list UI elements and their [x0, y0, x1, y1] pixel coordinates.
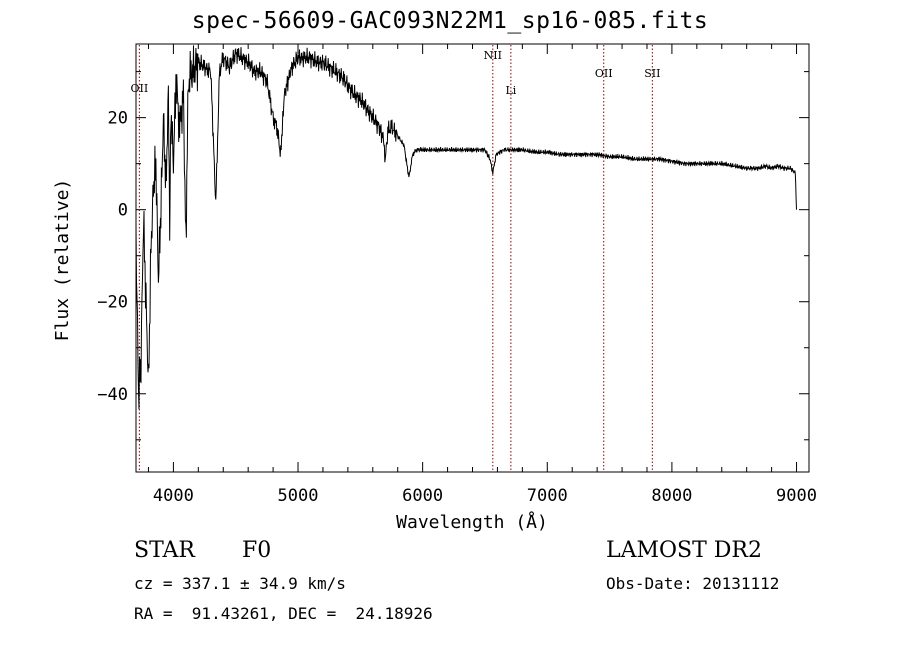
emission-line-markers: OII NII Li OII SII — [131, 45, 660, 471]
x-axis-label: Wavelength (Å) — [396, 511, 548, 533]
emission-line-label: NII — [484, 49, 502, 62]
emission-line-label: OII — [131, 82, 149, 95]
object-subclass: F0 — [242, 538, 272, 563]
y-axis-label: Flux (relative) — [52, 179, 73, 342]
y-tick-label: 20 — [108, 109, 128, 129]
x-tick-label: 4000 — [153, 486, 194, 506]
x-tick-label: 9000 — [776, 486, 817, 506]
observation-date: Obs-Date: 20131112 — [606, 574, 780, 593]
coordinates-text: RA = 91.43261, DEC = 24.18926 — [134, 604, 433, 623]
y-tick-label: 0 — [118, 201, 128, 221]
emission-line-label: OII — [595, 67, 613, 80]
spectrum-line — [135, 45, 797, 410]
x-tick-label: 8000 — [651, 486, 692, 506]
x-tick-label: 7000 — [527, 486, 568, 506]
emission-line-label: Li — [505, 84, 516, 97]
emission-line-label: SII — [644, 67, 660, 80]
x-tick-label: 5000 — [278, 486, 319, 506]
x-tick-label: 6000 — [402, 486, 443, 506]
redshift-text: cz = 337.1 ± 34.9 km/s — [134, 574, 346, 593]
plot-frame — [135, 43, 810, 473]
object-class: STAR — [134, 538, 195, 563]
y-tick-label: −20 — [97, 293, 128, 313]
series-layer — [135, 45, 797, 410]
y-tick-label: −40 — [97, 385, 128, 405]
axis-ticks: 4000 5000 6000 7000 8000 9000 −40 −20 0 20 — [97, 44, 817, 506]
chart-title: spec-56609-GAC093N22M1_sp16-085.fits — [191, 8, 709, 34]
survey-name: LAMOST DR2 — [606, 538, 762, 563]
